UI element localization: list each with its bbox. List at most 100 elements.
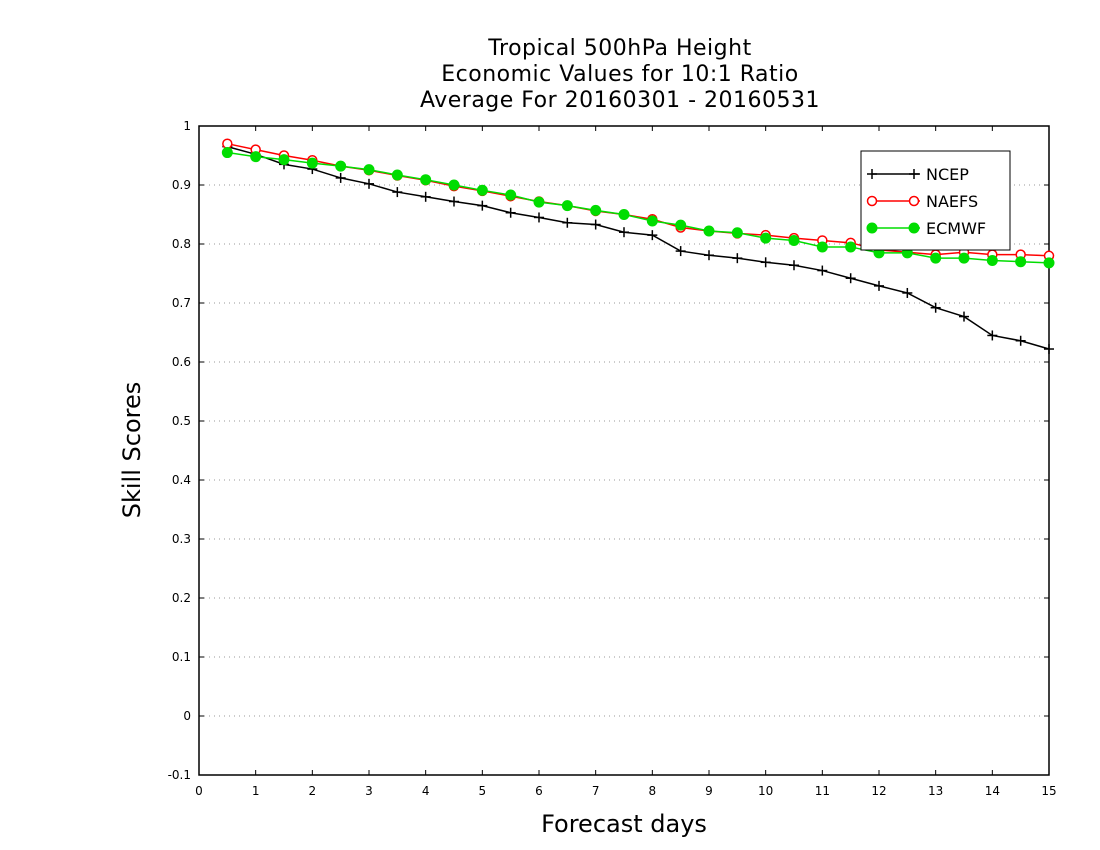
- data-point-ncep: [1015, 335, 1026, 346]
- legend-marker-ecmwf: [866, 222, 878, 234]
- data-point-ncep: [364, 178, 374, 189]
- y-tick-label: 0.7: [172, 296, 191, 310]
- x-tick-label: 0: [195, 784, 203, 798]
- x-axis-label: Forecast days: [541, 810, 707, 838]
- data-point-ncep: [392, 187, 403, 198]
- series-lines: [221, 138, 1055, 355]
- legend-marker-ecmwf: [908, 222, 920, 234]
- legend-label-ncep: NCEP: [926, 165, 969, 184]
- x-tick-label: 6: [535, 784, 543, 798]
- data-point-ncep: [789, 260, 799, 271]
- y-tick-label: 0.6: [172, 355, 191, 369]
- y-tick-label: 0.3: [172, 532, 191, 546]
- data-point-ncep: [874, 280, 884, 291]
- data-point-ncep: [817, 265, 828, 276]
- data-point-ecmwf: [391, 169, 403, 181]
- data-point-ecmwf: [420, 174, 432, 186]
- data-point-ecmwf: [1043, 257, 1055, 269]
- y-tick-label: 0.1: [172, 650, 191, 664]
- data-point-ecmwf: [250, 151, 262, 163]
- plot-frame: [198, 125, 1050, 776]
- data-point-ncep: [590, 219, 601, 230]
- data-point-ecmwf: [845, 241, 857, 253]
- data-point-ecmwf: [335, 160, 347, 172]
- data-point-ecmwf: [306, 157, 318, 169]
- x-tick-label: 3: [365, 784, 373, 798]
- x-tick-label: 9: [705, 784, 713, 798]
- x-tick-label: 8: [649, 784, 657, 798]
- legend: NCEP NAEFS ECMWF: [860, 150, 1011, 251]
- data-point-ecmwf: [675, 219, 687, 231]
- legend-marker-naefs: [908, 195, 920, 207]
- data-point-ecmwf: [646, 215, 658, 227]
- data-point-ecmwf: [363, 164, 375, 176]
- y-tick-label: 0.9: [172, 178, 191, 192]
- data-point-ecmwf: [533, 196, 545, 208]
- data-point-ncep: [449, 196, 459, 207]
- data-point-ncep: [732, 253, 743, 264]
- x-tick-label: 7: [592, 784, 600, 798]
- y-tick-label: 0.5: [172, 414, 191, 428]
- y-tick-label: 0: [183, 709, 191, 723]
- data-point-ncep: [477, 200, 488, 211]
- data-point-ecmwf: [703, 225, 715, 237]
- data-point-ncep: [930, 302, 941, 313]
- y-tick-label: -0.1: [168, 768, 191, 782]
- x-tick-label: 11: [815, 784, 830, 798]
- data-point-ncep: [647, 230, 658, 241]
- data-point-ecmwf: [930, 252, 942, 264]
- data-point-ecmwf: [816, 241, 828, 253]
- data-point-ncep: [335, 172, 346, 183]
- data-point-ncep: [959, 311, 969, 322]
- x-tick-label: 15: [1041, 784, 1056, 798]
- y-tick-label: 0.8: [172, 237, 191, 251]
- data-point-ecmwf: [221, 147, 233, 159]
- legend-label-naefs: NAEFS: [926, 192, 978, 211]
- data-point-ncep: [902, 287, 913, 298]
- x-tick-label: 4: [422, 784, 430, 798]
- legend-marker-ncep: [909, 169, 919, 179]
- x-tick-label: 14: [985, 784, 1000, 798]
- data-point-ecmwf: [448, 179, 460, 191]
- legend-label-ecmwf: ECMWF: [926, 219, 986, 238]
- y-tick-label: 0.2: [172, 591, 191, 605]
- data-point-ncep: [704, 250, 714, 261]
- chart-title-line-3: Average For 20160301 - 20160531: [419, 88, 821, 113]
- data-point-ncep: [619, 227, 629, 238]
- x-tick-label: 2: [309, 784, 317, 798]
- data-point-ncep: [562, 217, 573, 228]
- data-point-ecmwf: [760, 232, 772, 244]
- x-tick-label: 10: [758, 784, 773, 798]
- legend-marker-naefs: [866, 195, 878, 207]
- axis-ticks: -0.100.10.20.30.40.50.60.70.80.910 1 2 3 4 5 6…: [168, 119, 1057, 798]
- chart-title-line-2: Economic Values for 10:1 Ratio: [441, 62, 799, 87]
- y-tick-label: 0.4: [172, 473, 191, 487]
- x-tick-label: 12: [871, 784, 886, 798]
- data-point-ecmwf: [618, 209, 630, 220]
- data-point-ecmwf: [561, 200, 573, 212]
- data-point-ncep: [675, 246, 686, 257]
- chart-title-line-1: Tropical 500hPa Height: [488, 36, 752, 61]
- data-point-ncep: [420, 191, 431, 202]
- data-point-ecmwf: [788, 234, 800, 246]
- data-point-ncep: [1044, 344, 1054, 355]
- data-point-ecmwf: [476, 184, 488, 196]
- y-tick-label: 1: [183, 119, 191, 133]
- x-tick-label: 1: [252, 784, 260, 798]
- data-point-ecmwf: [986, 255, 998, 267]
- data-point-ecmwf: [590, 204, 602, 216]
- data-point-ncep: [845, 273, 856, 284]
- data-point-ecmwf: [505, 189, 517, 201]
- x-tick-label: 5: [479, 784, 487, 798]
- y-axis-label: Skill Scores: [118, 382, 146, 519]
- x-tick-label: 13: [928, 784, 943, 798]
- data-point-ncep: [760, 257, 771, 268]
- data-point-ncep: [987, 330, 998, 341]
- data-point-ncep: [505, 207, 516, 218]
- data-point-ecmwf: [278, 154, 290, 166]
- series-line-ncep: [227, 145, 1050, 350]
- data-point-ecmwf: [731, 227, 743, 239]
- data-point-naefs: [222, 138, 233, 149]
- legend-marker-ncep: [867, 169, 877, 179]
